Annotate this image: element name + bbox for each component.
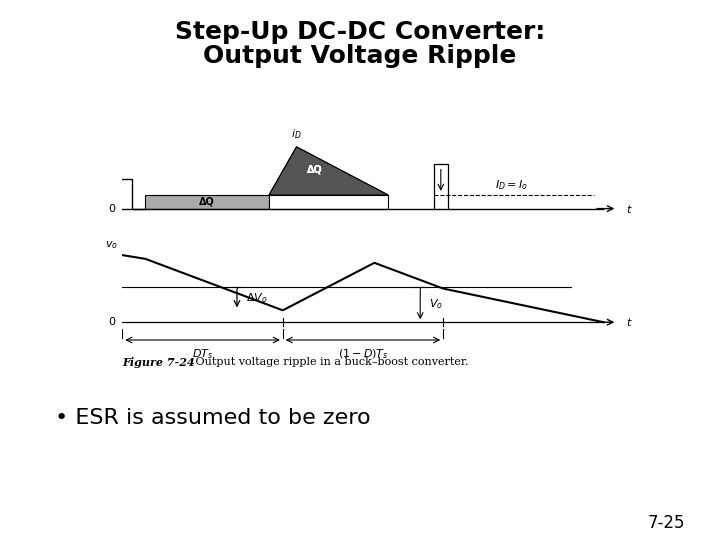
Polygon shape (269, 195, 388, 208)
Text: Output Voltage Ripple: Output Voltage Ripple (203, 44, 517, 68)
Text: Figure 7-24: Figure 7-24 (122, 356, 194, 368)
Text: Output voltage ripple in a buck–boost converter.: Output voltage ripple in a buck–boost co… (185, 357, 469, 367)
Text: 0: 0 (109, 204, 115, 214)
Text: $V_o$: $V_o$ (429, 298, 444, 311)
Text: ΔQ: ΔQ (307, 164, 323, 174)
Polygon shape (269, 147, 388, 195)
Text: $(1-D)T_s$: $(1-D)T_s$ (338, 347, 388, 361)
Text: $t$: $t$ (626, 316, 633, 328)
Text: $I_D = I_o$: $I_D = I_o$ (495, 178, 528, 192)
Text: $DT_s$: $DT_s$ (192, 347, 213, 361)
Polygon shape (145, 195, 269, 208)
Text: ΔQ: ΔQ (307, 164, 323, 174)
Text: 0: 0 (109, 317, 115, 327)
Text: $\Delta V_o$: $\Delta V_o$ (246, 292, 268, 305)
Text: $t$: $t$ (626, 202, 633, 214)
Polygon shape (269, 147, 388, 195)
Text: $i_D$: $i_D$ (291, 127, 302, 141)
Text: $v_o$: $v_o$ (105, 239, 118, 251)
Text: • ESR is assumed to be zero: • ESR is assumed to be zero (55, 408, 371, 428)
Text: 7-25: 7-25 (647, 514, 685, 532)
Text: ΔQ: ΔQ (199, 197, 215, 207)
Text: Step-Up DC-DC Converter:: Step-Up DC-DC Converter: (175, 20, 545, 44)
